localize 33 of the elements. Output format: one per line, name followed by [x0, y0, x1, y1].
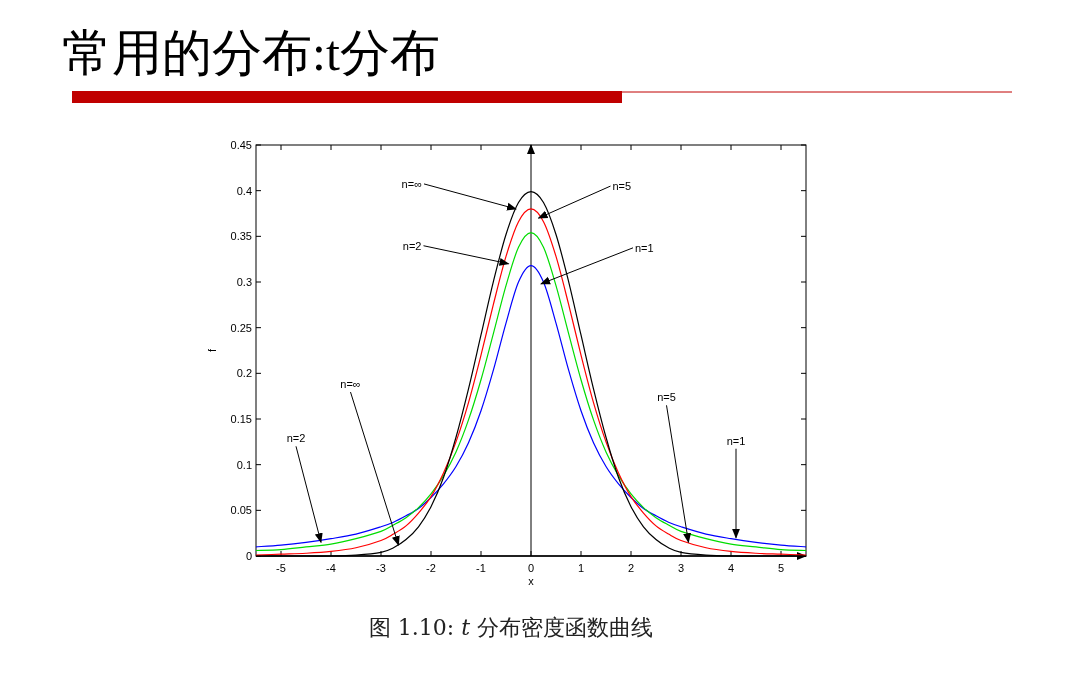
x-tick-label: -2 — [426, 562, 436, 574]
annotation: n=5 — [612, 180, 632, 193]
annotation: n=1 — [726, 434, 746, 447]
x-tick-label: 2 — [627, 562, 635, 574]
x-tick-label: -5 — [276, 562, 286, 574]
y-tick-label: 0 — [245, 550, 252, 562]
y-tick-label: 0.3 — [236, 276, 252, 288]
annotation: n=2 — [286, 432, 306, 445]
y-tick-label: 0.2 — [236, 367, 252, 380]
y-tick-label: 0.35 — [230, 230, 252, 243]
y-tick-label: 0.25 — [230, 321, 252, 334]
x-tick-label: 1 — [577, 562, 585, 574]
annotation: n=2 — [402, 239, 422, 252]
x-axis-title: x — [528, 575, 535, 587]
title: 常用的分布:t分布 — [62, 25, 440, 81]
annotation: n=5 — [657, 391, 676, 404]
y-axis-title: f — [206, 348, 218, 353]
x-tick-label: 3 — [677, 562, 685, 574]
annotation: n=∞ — [340, 378, 361, 391]
annotation: n=∞ — [401, 177, 422, 190]
x-tick-label: 5 — [777, 562, 785, 574]
y-tick-label: 0.45 — [230, 139, 252, 151]
x-tick-label: -3 — [376, 562, 386, 574]
x-tick-label: 4 — [727, 562, 735, 574]
annotation: n=1 — [635, 241, 654, 254]
x-tick-label: -4 — [326, 562, 336, 574]
y-tick-label: 0.05 — [230, 504, 252, 517]
x-tick-label: -1 — [476, 562, 486, 574]
y-tick-label: 0.4 — [236, 184, 252, 197]
y-tick-label: 0.15 — [230, 413, 252, 425]
y-tick-label: 0.1 — [236, 458, 252, 471]
caption: 图 1.10: t 分布密度函数曲线 — [368, 615, 654, 640]
x-tick-label: 0 — [527, 562, 535, 574]
